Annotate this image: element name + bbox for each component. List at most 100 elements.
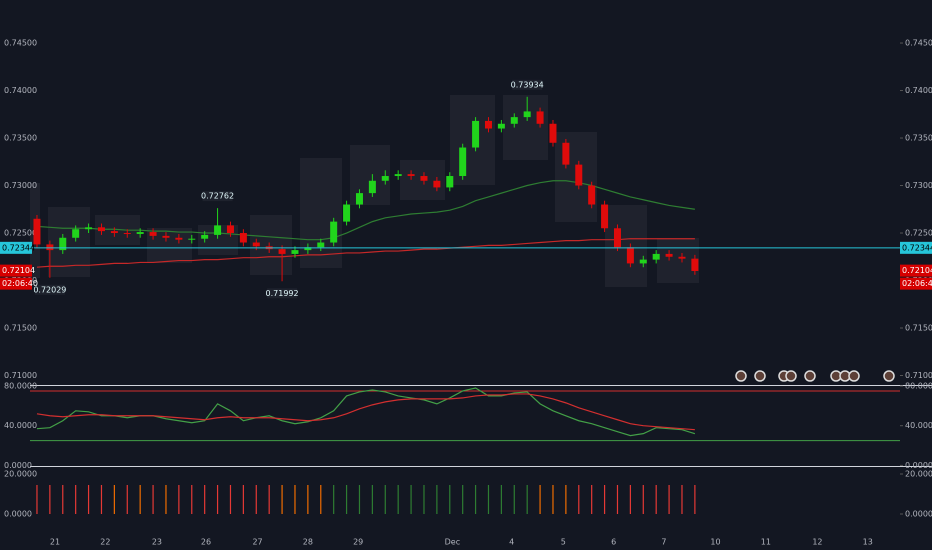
y-tick-label: 80.0000 — [4, 382, 37, 391]
candle-body — [175, 237, 183, 240]
bar — [410, 485, 412, 514]
x-tick-label: 6 — [611, 538, 616, 547]
annotation: 0.71992 — [266, 289, 299, 298]
candle-body — [549, 123, 557, 143]
candle-body — [420, 176, 428, 181]
candle-body — [381, 176, 389, 181]
bar — [49, 485, 51, 514]
bar — [320, 485, 322, 514]
bar — [371, 485, 373, 514]
bar — [333, 485, 335, 514]
x-tick-label: Dec — [445, 538, 460, 547]
candle-body — [562, 142, 570, 165]
y-tick-label: 0.73500 — [4, 134, 37, 143]
bar — [565, 485, 567, 514]
candle-body — [123, 233, 131, 235]
x-tick-label: 23 — [152, 538, 162, 547]
x-tick-label: 7 — [661, 538, 666, 547]
y-tick-label: 80.0000 — [905, 382, 932, 391]
candle-body — [304, 247, 312, 251]
bar — [191, 485, 193, 514]
bar — [539, 485, 541, 514]
candle-body — [214, 225, 222, 235]
line — [36, 180, 695, 241]
y-tick-label: 0.72500 — [4, 229, 37, 238]
candle-body — [33, 218, 41, 245]
bar — [204, 485, 206, 514]
candle-body — [252, 242, 260, 247]
y-tick-label: 0.71500 — [905, 324, 932, 333]
price-tag-label: 02:06:40 — [902, 279, 932, 288]
candle-body — [46, 244, 54, 251]
bar — [345, 485, 348, 514]
candle-body — [330, 221, 338, 243]
annotation: 0.72029 — [33, 285, 66, 294]
line — [36, 238, 695, 268]
candle-body — [394, 174, 402, 177]
annotation: 0.73934 — [511, 80, 544, 89]
bar — [165, 485, 167, 514]
bar — [526, 485, 528, 514]
candle-body — [188, 238, 196, 240]
price-tag — [0, 277, 32, 290]
candle-body — [652, 253, 660, 260]
bar — [629, 485, 631, 514]
candle-body — [368, 180, 376, 194]
bar — [384, 485, 386, 514]
bar — [139, 485, 141, 514]
bar — [100, 485, 103, 514]
annotation-bg — [202, 191, 233, 202]
candle-body — [97, 227, 105, 232]
x-tick-label: 21 — [50, 538, 60, 547]
bar — [281, 485, 283, 514]
bar — [423, 485, 425, 514]
x-tick-label: 13 — [863, 538, 873, 547]
candle-body — [626, 247, 634, 264]
y-tick-label: 0.0000 — [905, 510, 932, 519]
candle-body — [72, 229, 80, 238]
y-tick-label: 0.74500 — [905, 39, 932, 48]
candle-body — [510, 117, 518, 124]
y-tick-label: 0.74000 — [905, 86, 932, 95]
bar — [642, 485, 644, 514]
x-tick-label: 12 — [812, 538, 822, 547]
line — [36, 387, 696, 437]
bar — [449, 485, 451, 514]
candle-body — [613, 228, 621, 248]
bar — [474, 485, 477, 514]
x-tick-label: 10 — [710, 538, 720, 547]
candle-body — [355, 193, 363, 205]
x-tick-label: 5 — [561, 538, 566, 547]
bar — [36, 485, 38, 514]
price-tag-label: 0.72344 — [2, 243, 35, 252]
candle-body — [575, 164, 583, 186]
y-tick-label: 0.73500 — [905, 134, 932, 143]
candle-body — [484, 120, 492, 129]
y-tick-label: 0.72500 — [905, 229, 932, 238]
candle-body — [446, 176, 454, 188]
annotation-bg — [267, 288, 298, 299]
bar — [358, 485, 361, 514]
bar — [242, 485, 244, 514]
candle-body — [691, 258, 699, 272]
candle-body — [433, 180, 441, 188]
candle-body — [523, 111, 531, 118]
y-tick-label: 0.71000 — [4, 371, 37, 380]
bar — [397, 485, 399, 514]
candle-body — [291, 250, 299, 254]
y-tick-label: 0.71500 — [4, 324, 37, 333]
price-tag — [900, 264, 932, 277]
bar — [513, 485, 515, 514]
bar — [178, 485, 180, 514]
candle-body — [59, 237, 67, 251]
candle-body — [601, 204, 609, 229]
bar — [126, 485, 128, 514]
x-tick-label: 22 — [100, 538, 110, 547]
y-tick-label: 20.0000 — [905, 470, 932, 479]
candle-body — [226, 225, 234, 234]
line — [36, 393, 695, 431]
bar — [578, 485, 580, 514]
bar — [307, 485, 309, 514]
bar — [462, 485, 464, 514]
bar — [552, 485, 554, 514]
